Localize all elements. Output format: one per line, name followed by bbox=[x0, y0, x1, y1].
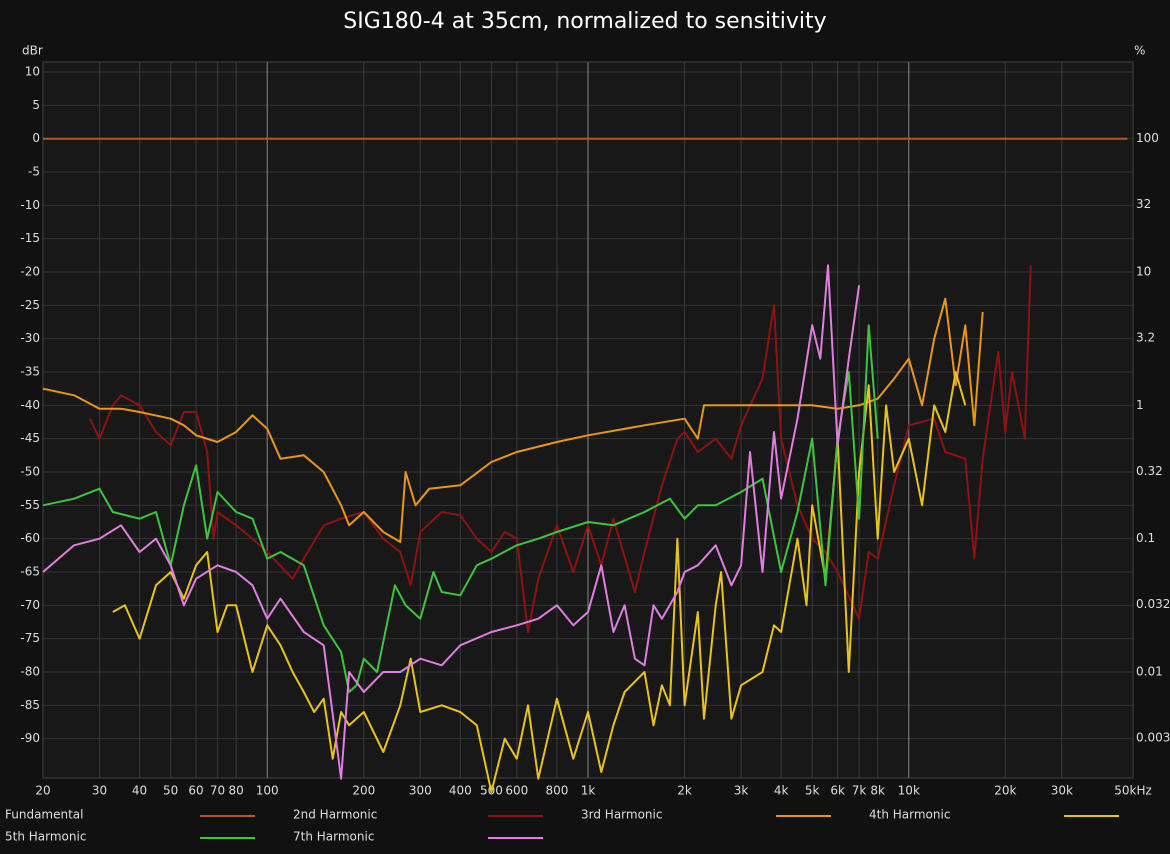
y-tick-label: -55 bbox=[20, 498, 40, 512]
y2-tick-label: 3.2 bbox=[1136, 330, 1155, 344]
x-tick-label: 2k bbox=[677, 784, 692, 798]
y2-axis-label: % bbox=[1134, 44, 1145, 58]
y-tick-label: 5 bbox=[32, 98, 40, 112]
y-tick-label: -65 bbox=[20, 565, 40, 579]
legend-label: 4th Harmonic bbox=[869, 808, 950, 822]
y-tick-label: -15 bbox=[20, 231, 40, 245]
x-tick-label: 6k bbox=[830, 784, 845, 798]
series-line bbox=[42, 324, 879, 693]
chart-title: SIG180-4 at 35cm, normalized to sensitiv… bbox=[343, 9, 826, 34]
series-line bbox=[88, 265, 1032, 633]
y-tick-label: 0 bbox=[32, 131, 40, 145]
y2-tick-label: 0.1 bbox=[1136, 531, 1155, 545]
legend-label: 7th Harmonic bbox=[293, 830, 374, 844]
y-tick-label: -10 bbox=[20, 198, 40, 212]
y-tick-label: -90 bbox=[20, 731, 40, 745]
x-tick-label: 7k bbox=[852, 784, 867, 798]
y-tick-label: -60 bbox=[20, 531, 40, 545]
legend-label: 2nd Harmonic bbox=[293, 808, 377, 822]
y-tick-label: 10 bbox=[25, 65, 40, 79]
y-tick-label: -80 bbox=[20, 665, 40, 679]
x-tick-label: 400 bbox=[449, 784, 472, 798]
x-tick-label: 3k bbox=[734, 784, 749, 798]
x-tick-label: 50 bbox=[163, 784, 178, 798]
x-tick-label: 50kHz bbox=[1114, 784, 1152, 798]
y2-tick-label: 0.032 bbox=[1136, 597, 1170, 611]
legend-label: 5th Harmonic bbox=[5, 830, 86, 844]
x-tick-label: 300 bbox=[409, 784, 432, 798]
x-tick-label: 1k bbox=[581, 784, 596, 798]
series-line bbox=[112, 371, 967, 793]
y2-tick-label: 1 bbox=[1136, 398, 1144, 412]
y2-tick-label: 10 bbox=[1136, 264, 1151, 278]
y-tick-label: -40 bbox=[20, 398, 40, 412]
x-tick-label: 200 bbox=[352, 784, 375, 798]
x-tick-label: 30k bbox=[1051, 784, 1073, 798]
legend-label: Fundamental bbox=[5, 808, 84, 822]
x-tick-label: 800 bbox=[545, 784, 568, 798]
x-tick-label: 20k bbox=[994, 784, 1016, 798]
y-axis-label: dBr bbox=[22, 44, 43, 58]
series-line bbox=[42, 264, 861, 780]
y-tick-label: -25 bbox=[20, 298, 40, 312]
x-tick-label: 4k bbox=[774, 784, 789, 798]
y-tick-label: -30 bbox=[20, 331, 40, 345]
x-tick-label: 30 bbox=[92, 784, 107, 798]
x-tick-label: 70 bbox=[210, 784, 225, 798]
y2-tick-label: 32 bbox=[1136, 197, 1151, 211]
y2-tick-label: 0.01 bbox=[1136, 664, 1163, 678]
y-tick-label: -35 bbox=[20, 365, 40, 379]
y-tick-label: -85 bbox=[20, 698, 40, 712]
series-line bbox=[42, 297, 984, 543]
x-tick-label: 10k bbox=[898, 784, 920, 798]
y-tick-label: -5 bbox=[28, 165, 40, 179]
x-tick-label: 20 bbox=[35, 784, 50, 798]
x-tick-label: 600 bbox=[505, 784, 528, 798]
y-tick-label: -50 bbox=[20, 465, 40, 479]
y-tick-label: -45 bbox=[20, 431, 40, 445]
x-tick-label: 5k bbox=[805, 784, 820, 798]
y2-tick-label: 0.32 bbox=[1136, 464, 1163, 478]
plot-frame bbox=[42, 61, 1134, 779]
x-tick-label: 100 bbox=[256, 784, 279, 798]
y-tick-label: -75 bbox=[20, 631, 40, 645]
y2-tick-label: 100 bbox=[1136, 131, 1159, 145]
x-tick-label: 80 bbox=[228, 784, 243, 798]
x-tick-label: 60 bbox=[188, 784, 203, 798]
legend-label: 3rd Harmonic bbox=[581, 808, 662, 822]
y-tick-label: -20 bbox=[20, 265, 40, 279]
x-tick-label: 40 bbox=[132, 784, 147, 798]
y-tick-label: -70 bbox=[20, 598, 40, 612]
x-tick-label: 8k bbox=[870, 784, 885, 798]
